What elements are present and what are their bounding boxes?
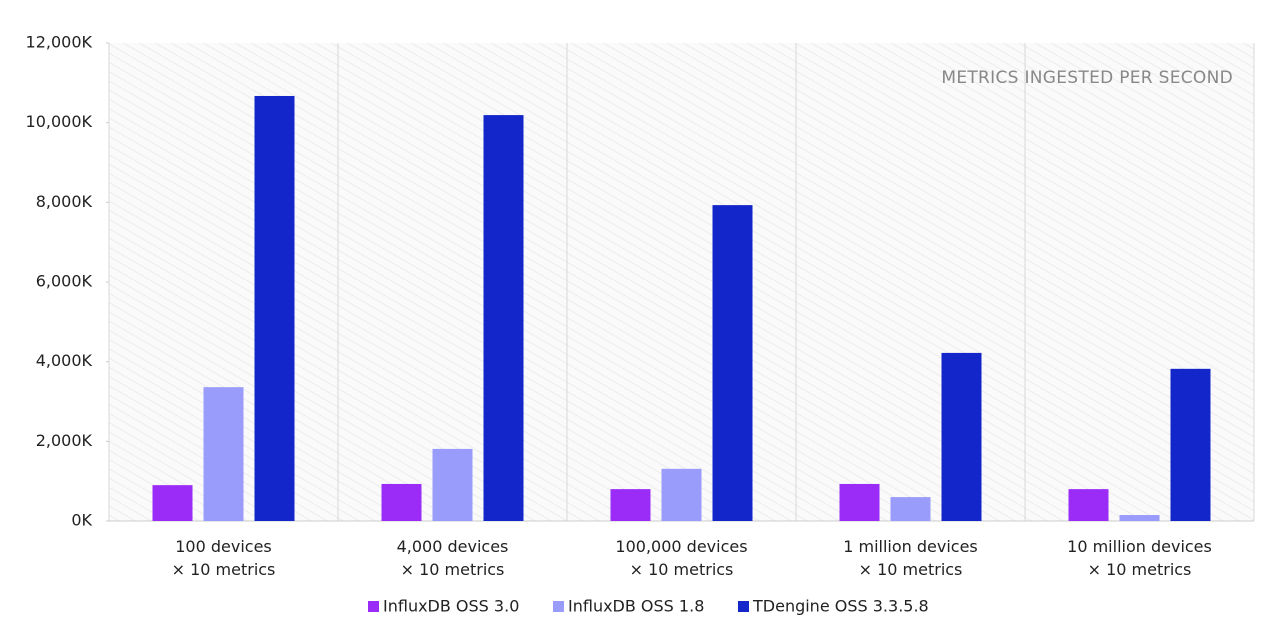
x-tick-label: 10 million devices × 10 metrics — [1067, 537, 1212, 579]
x-tick-line: × 10 metrics — [172, 560, 276, 579]
y-tick-label: 4,000K — [36, 351, 93, 370]
bar — [1119, 515, 1160, 521]
x-tick-label: 100 devices × 10 metrics — [172, 537, 276, 579]
bar — [941, 352, 982, 521]
x-tick-line: 100 devices — [175, 537, 272, 556]
x-tick-label: 4,000 devices × 10 metrics — [397, 537, 509, 579]
bar — [1068, 489, 1109, 521]
x-tick-line: 100,000 devices — [615, 537, 747, 556]
bar — [890, 497, 931, 521]
bar — [152, 485, 193, 521]
y-tick-label: 2,000K — [36, 431, 93, 450]
bar — [712, 205, 753, 521]
plot-area — [109, 43, 1254, 521]
x-tick-line: × 10 metrics — [401, 560, 505, 579]
bar — [839, 483, 880, 521]
legend-label: TDengine OSS 3.3.5.8 — [752, 597, 929, 616]
legend-swatch — [368, 601, 379, 612]
y-tick-label: 10,000K — [26, 112, 93, 131]
bar — [381, 483, 422, 521]
x-tick-line: 10 million devices — [1067, 537, 1212, 556]
bar — [203, 387, 244, 521]
x-tick-line: × 10 metrics — [630, 560, 734, 579]
bar — [610, 489, 651, 521]
x-tick-label: 1 million devices × 10 metrics — [843, 537, 978, 579]
x-tick-line: × 10 metrics — [1088, 560, 1192, 579]
annotation: METRICS INGESTED PER SECOND — [941, 68, 1233, 88]
legend-label: InfluxDB OSS 1.8 — [568, 597, 704, 616]
bar — [661, 468, 702, 521]
legend-swatch — [738, 601, 749, 612]
y-tick-label: 12,000K — [26, 33, 93, 52]
y-tick-label: 8,000K — [36, 192, 93, 211]
bar — [1170, 368, 1211, 521]
x-tick-line: 4,000 devices — [397, 537, 509, 556]
bar — [254, 95, 295, 521]
legend-swatch — [553, 601, 564, 612]
bar — [432, 448, 473, 521]
x-tick-line: 1 million devices — [843, 537, 978, 556]
bar — [483, 115, 524, 522]
y-tick-label: 0K — [71, 511, 92, 530]
legend-label: InfluxDB OSS 3.0 — [383, 597, 519, 616]
x-tick-line: × 10 metrics — [859, 560, 963, 579]
x-tick-label: 100,000 devices × 10 metrics — [615, 537, 747, 579]
y-tick-label: 6,000K — [36, 272, 93, 291]
